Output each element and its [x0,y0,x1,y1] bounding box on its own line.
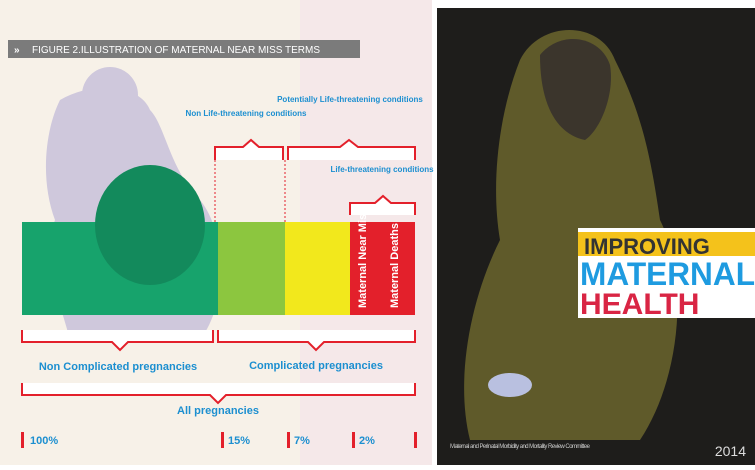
arrow: » [14,45,20,56]
cover-title: IMPROVING [584,234,710,259]
label: Potentially Life-threatening conditions [277,95,423,104]
silhouette-head [82,67,138,123]
title-bar [8,40,360,58]
bottom-brackets [21,330,416,405]
scale-label: 100% [30,435,58,447]
cover-year: 2014 [715,443,746,459]
tick [21,432,24,448]
bracket [217,330,416,352]
bracket [287,138,416,160]
label: Non Life-threatening conditions [186,109,307,118]
segment-light-green [218,222,285,315]
scale-label: 7% [294,435,310,447]
face-shadow [540,38,611,140]
figure-title: FIGURE 2.ILLUSTRATION OF MATERNAL NEAR M… [32,45,320,56]
label: All pregnancies [177,405,259,417]
bracket [21,383,416,405]
label: Complicated pregnancies [249,360,383,372]
scale-label: 15% [228,435,250,447]
tick [221,432,224,448]
bracket [349,194,416,215]
fetus-shape [95,165,205,285]
deaths-label: Maternal Deaths [389,223,401,308]
near-miss-label: Maternal Near Miss [357,208,369,308]
cover-title: MATERNAL [580,256,755,292]
cover-footer: Maternal and Perinatal Morbidity and Mor… [450,444,591,450]
tick [352,432,355,448]
scale-ticks [21,432,417,448]
label: Non Complicated pregnancies [39,361,197,373]
scale-label: 2% [359,435,375,447]
tick [414,432,417,448]
label: Life-threatening conditions [330,165,434,174]
tick [287,432,290,448]
segment-yellow [285,222,350,315]
segment-red [350,222,415,315]
cover-title: HEALTH [580,288,699,321]
bracket [214,138,284,160]
baby-clothes [488,373,532,397]
figure-shape [464,30,678,440]
bracket [21,330,214,352]
banner-yellow [578,232,755,256]
top-brackets [214,138,416,215]
